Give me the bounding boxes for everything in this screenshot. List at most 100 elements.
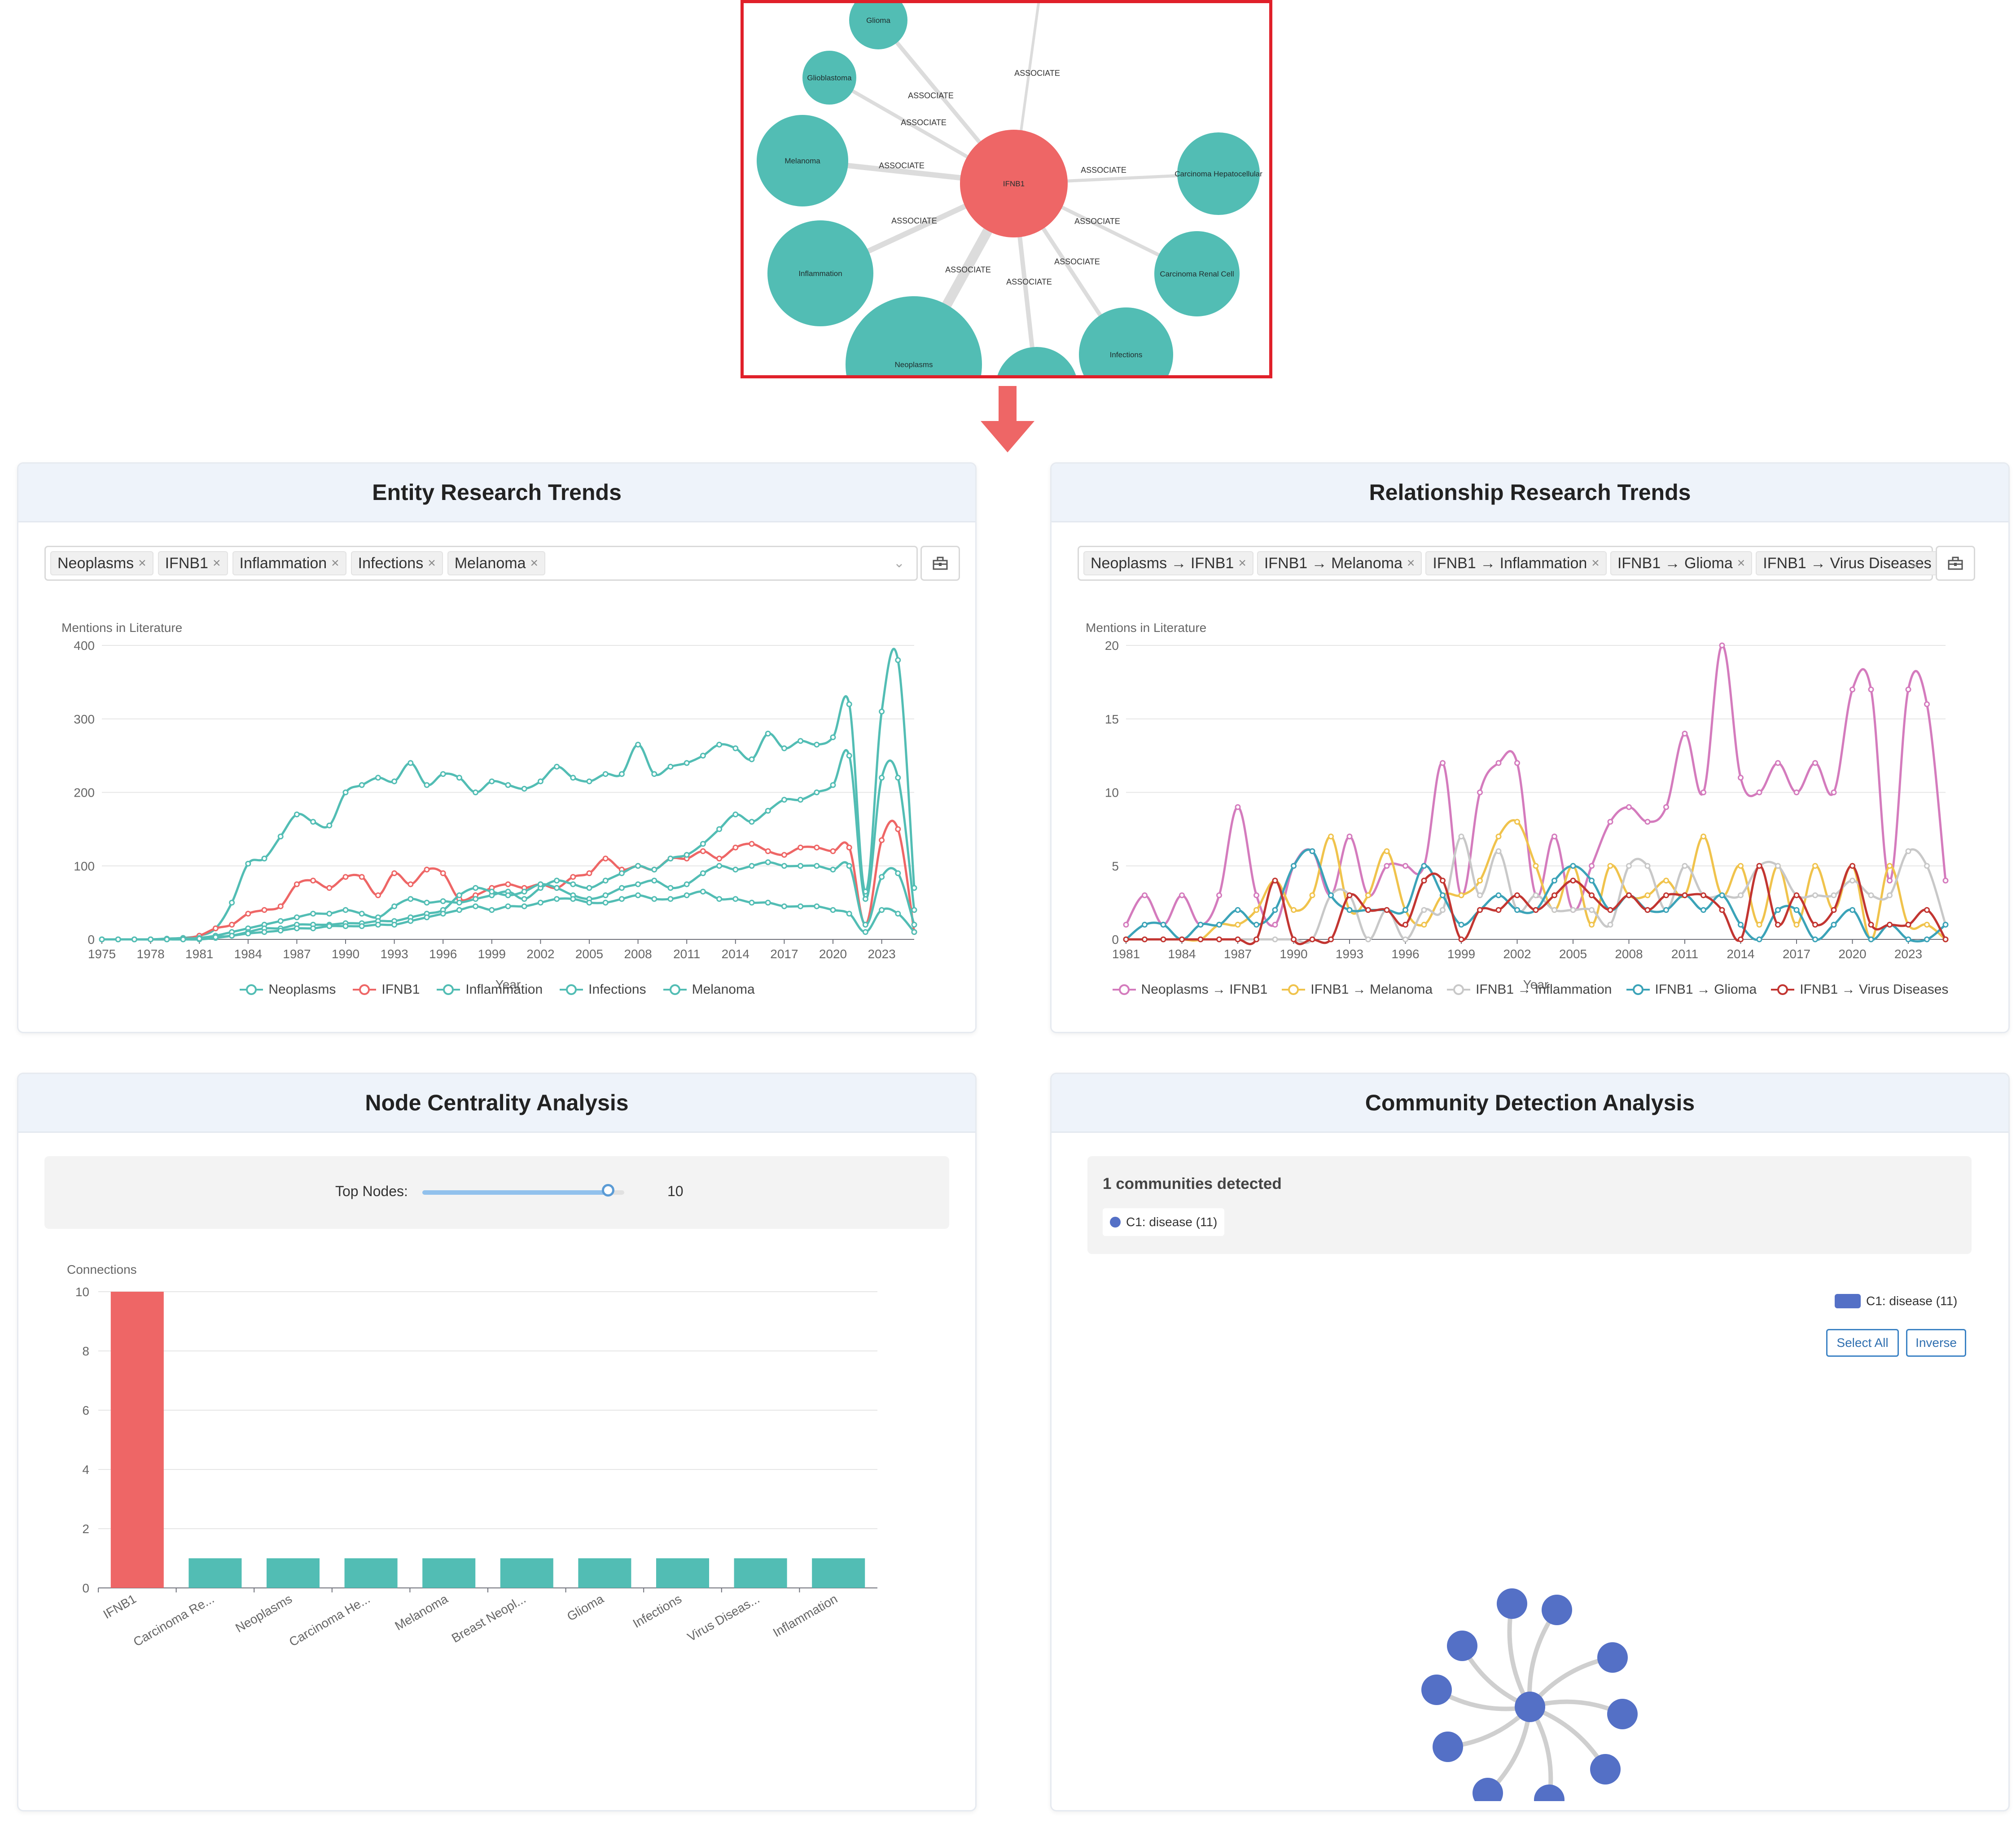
data-point[interactable] (375, 775, 381, 781)
data-point[interactable] (570, 775, 576, 781)
data-point[interactable] (1142, 921, 1148, 928)
relationship-tag[interactable]: IFNB1 → Glioma × (1610, 551, 1753, 575)
data-point[interactable] (1123, 921, 1129, 928)
community-graph[interactable] (1052, 1352, 2008, 1801)
data-point[interactable] (1589, 907, 1595, 913)
node-circle[interactable] (846, 296, 982, 375)
data-point[interactable] (1663, 804, 1669, 810)
data-point[interactable] (1495, 760, 1502, 766)
graph-node[interactable]: Carcinoma Renal Cell (1154, 231, 1240, 316)
data-point[interactable] (1719, 907, 1725, 913)
data-point[interactable] (326, 923, 333, 930)
data-point[interactable] (1291, 863, 1297, 869)
data-point[interactable] (1905, 936, 1911, 943)
data-point[interactable] (148, 936, 154, 943)
series-line[interactable] (102, 861, 916, 941)
data-point[interactable] (1253, 936, 1259, 943)
data-point[interactable] (1607, 907, 1613, 913)
chart-legend[interactable]: Neoplasms → IFNB1 IFNB1 → Melanoma IFNB1 →… (1052, 982, 2008, 997)
data-point[interactable] (1793, 921, 1800, 928)
data-point[interactable] (846, 701, 852, 707)
data-point[interactable] (1738, 863, 1744, 869)
data-point[interactable] (716, 863, 723, 869)
data-point[interactable] (814, 741, 820, 748)
data-point[interactable] (1402, 936, 1408, 943)
graph-node[interactable]: Glioblastoma (802, 51, 856, 105)
graph-node[interactable]: Melanoma (757, 115, 848, 206)
data-point[interactable] (781, 903, 787, 909)
data-point[interactable] (1160, 936, 1166, 943)
data-point[interactable] (1551, 907, 1557, 913)
data-point[interactable] (1142, 892, 1148, 899)
data-point[interactable] (1831, 907, 1837, 913)
data-point[interactable] (1738, 936, 1744, 943)
data-point[interactable] (635, 892, 641, 899)
data-point[interactable] (1607, 921, 1613, 928)
data-point[interactable] (651, 866, 657, 873)
data-point[interactable] (1495, 892, 1502, 899)
data-point[interactable] (1570, 863, 1576, 869)
legend-item[interactable]: Infections (559, 982, 646, 997)
data-point[interactable] (667, 855, 674, 862)
knowledge-graph[interactable]: ASSOCIATE ASSOCIATE ASSOCIATE ASSOCIATE ASSO… (744, 3, 1269, 375)
data-point[interactable] (261, 907, 267, 913)
series-line[interactable] (102, 820, 916, 941)
export-button[interactable] (1936, 546, 1975, 581)
graph-node[interactable]: Infections (1079, 307, 1173, 375)
data-point[interactable] (895, 911, 901, 917)
data-point[interactable] (1682, 863, 1688, 869)
data-point[interactable] (1849, 686, 1855, 693)
data-point[interactable] (1477, 907, 1483, 913)
data-point[interactable] (1384, 907, 1390, 913)
data-point[interactable] (131, 936, 137, 943)
data-point[interactable] (521, 785, 527, 792)
data-point[interactable] (1868, 892, 1874, 899)
data-point[interactable] (765, 859, 771, 865)
entity-select[interactable]: Neoplasms × IFNB1 × Inflammation × Infectio… (44, 546, 918, 581)
chart-legend[interactable]: Neoplasms IFNB1 Inflammation Infections Mela… (18, 982, 975, 997)
close-icon[interactable]: × (138, 556, 146, 570)
data-point[interactable] (862, 896, 868, 902)
series-Inflammation[interactable] (99, 749, 917, 943)
data-point[interactable] (1477, 892, 1483, 899)
data-point[interactable] (537, 881, 543, 887)
data-point[interactable] (1328, 833, 1334, 840)
data-point[interactable] (277, 918, 284, 924)
data-point[interactable] (749, 863, 755, 869)
data-point[interactable] (749, 841, 755, 847)
data-point[interactable] (1421, 877, 1427, 884)
data-point[interactable] (1756, 863, 1762, 869)
data-point[interactable] (1495, 833, 1502, 840)
export-button[interactable] (920, 546, 960, 581)
data-point[interactable] (1719, 892, 1725, 899)
data-point[interactable] (1887, 863, 1893, 869)
data-point[interactable] (602, 899, 609, 906)
data-point[interactable] (911, 929, 917, 935)
data-point[interactable] (798, 903, 804, 909)
data-point[interactable] (1626, 863, 1632, 869)
data-point[interactable] (1756, 936, 1762, 943)
data-point[interactable] (1644, 819, 1651, 825)
data-point[interactable] (765, 807, 771, 814)
data-point[interactable] (1887, 892, 1893, 899)
data-point[interactable] (1942, 877, 1949, 884)
data-point[interactable] (684, 892, 690, 899)
data-point[interactable] (473, 885, 479, 891)
node-circle[interactable] (767, 220, 873, 326)
legend-item[interactable]: IFNB1 → Virus Diseases (1770, 982, 1948, 997)
community-node[interactable] (1542, 1595, 1572, 1625)
data-point[interactable] (456, 775, 462, 781)
data-point[interactable] (700, 870, 706, 877)
data-point[interactable] (879, 907, 885, 913)
data-point[interactable] (732, 811, 739, 818)
node-circle[interactable] (1079, 307, 1173, 375)
legend-item[interactable]: Neoplasms (239, 982, 336, 997)
data-point[interactable] (326, 822, 333, 829)
data-point[interactable] (1849, 907, 1855, 913)
data-point[interactable] (277, 903, 284, 909)
data-point[interactable] (1365, 907, 1371, 913)
data-point[interactable] (1589, 892, 1595, 899)
data-point[interactable] (424, 782, 430, 788)
data-point[interactable] (1123, 936, 1129, 943)
data-point[interactable] (1309, 936, 1315, 943)
